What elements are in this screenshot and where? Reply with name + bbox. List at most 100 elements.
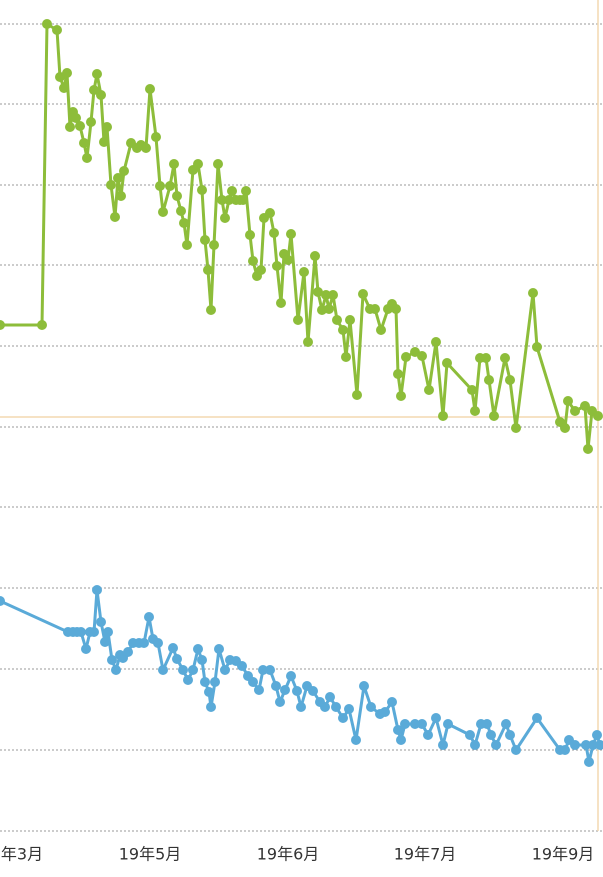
data-point: [227, 186, 237, 196]
data-point: [417, 351, 427, 361]
data-point: [593, 411, 603, 421]
data-point: [560, 423, 570, 433]
data-point: [321, 290, 331, 300]
data-point: [153, 638, 163, 648]
data-point: [532, 713, 542, 723]
data-point: [438, 411, 448, 421]
data-point: [79, 138, 89, 148]
data-point: [328, 290, 338, 300]
x-tick-label: 19年5月: [119, 845, 182, 864]
data-point: [145, 84, 155, 94]
data-point: [0, 320, 5, 330]
data-point: [396, 391, 406, 401]
data-point: [345, 315, 355, 325]
data-point: [484, 375, 494, 385]
data-point: [570, 740, 580, 750]
data-point: [220, 213, 230, 223]
data-point: [344, 704, 354, 714]
data-point: [92, 585, 102, 595]
data-point: [424, 385, 434, 395]
data-point: [86, 117, 96, 127]
data-point: [482, 719, 492, 729]
data-point: [178, 665, 188, 675]
data-point: [283, 255, 293, 265]
x-tick-label: 19年9月: [532, 845, 595, 864]
data-point: [245, 230, 255, 240]
data-point: [183, 675, 193, 685]
data-point: [338, 325, 348, 335]
data-point: [588, 740, 598, 750]
data-point: [220, 665, 230, 675]
data-point: [325, 692, 335, 702]
data-point: [258, 665, 268, 675]
data-point: [341, 352, 351, 362]
data-point: [387, 697, 397, 707]
data-point: [200, 235, 210, 245]
data-point: [443, 719, 453, 729]
data-point: [276, 298, 286, 308]
x-tick-label: 19年6月: [257, 845, 320, 864]
data-point: [89, 627, 99, 637]
data-point: [489, 411, 499, 421]
data-point: [324, 304, 334, 314]
data-point: [96, 90, 106, 100]
data-point: [410, 719, 420, 729]
data-point: [338, 713, 348, 723]
data-point: [500, 353, 510, 363]
data-point: [296, 702, 306, 712]
data-point: [99, 137, 109, 147]
data-point: [213, 159, 223, 169]
data-point: [505, 375, 515, 385]
data-point: [123, 647, 133, 657]
data-point: [491, 740, 501, 750]
data-point: [470, 740, 480, 750]
data-point: [272, 261, 282, 271]
data-point: [595, 740, 603, 750]
data-point: [265, 208, 275, 218]
data-point: [81, 644, 91, 654]
data-point: [89, 85, 99, 95]
data-point: [417, 719, 427, 729]
data-point: [299, 267, 309, 277]
data-point: [332, 315, 342, 325]
data-point: [52, 25, 62, 35]
data-point: [155, 181, 165, 191]
data-point: [275, 697, 285, 707]
data-point: [423, 730, 433, 740]
data-point: [331, 702, 341, 712]
data-point: [113, 173, 123, 183]
data-point: [431, 337, 441, 347]
data-point: [359, 681, 369, 691]
data-point: [210, 677, 220, 687]
data-point: [380, 707, 390, 717]
data-point: [581, 740, 591, 750]
data-point: [401, 352, 411, 362]
x-tick-label: 年3月: [1, 845, 43, 864]
data-point: [204, 687, 214, 697]
data-point: [179, 218, 189, 228]
data-point: [188, 665, 198, 675]
data-point: [303, 337, 313, 347]
data-point: [96, 617, 106, 627]
data-point: [393, 725, 403, 735]
data-point: [481, 353, 491, 363]
data-point: [438, 740, 448, 750]
data-point: [107, 655, 117, 665]
data-point: [141, 143, 151, 153]
data-point: [358, 289, 368, 299]
data-point: [265, 665, 275, 675]
data-point: [310, 251, 320, 261]
data-point: [352, 390, 362, 400]
data-point: [75, 121, 85, 131]
data-point: [0, 596, 5, 606]
data-point: [76, 627, 86, 637]
data-point: [182, 240, 192, 250]
data-point: [119, 166, 129, 176]
data-point: [393, 369, 403, 379]
data-point: [400, 719, 410, 729]
data-point: [351, 735, 361, 745]
data-point: [254, 685, 264, 695]
data-point: [214, 644, 224, 654]
data-point: [82, 153, 92, 163]
